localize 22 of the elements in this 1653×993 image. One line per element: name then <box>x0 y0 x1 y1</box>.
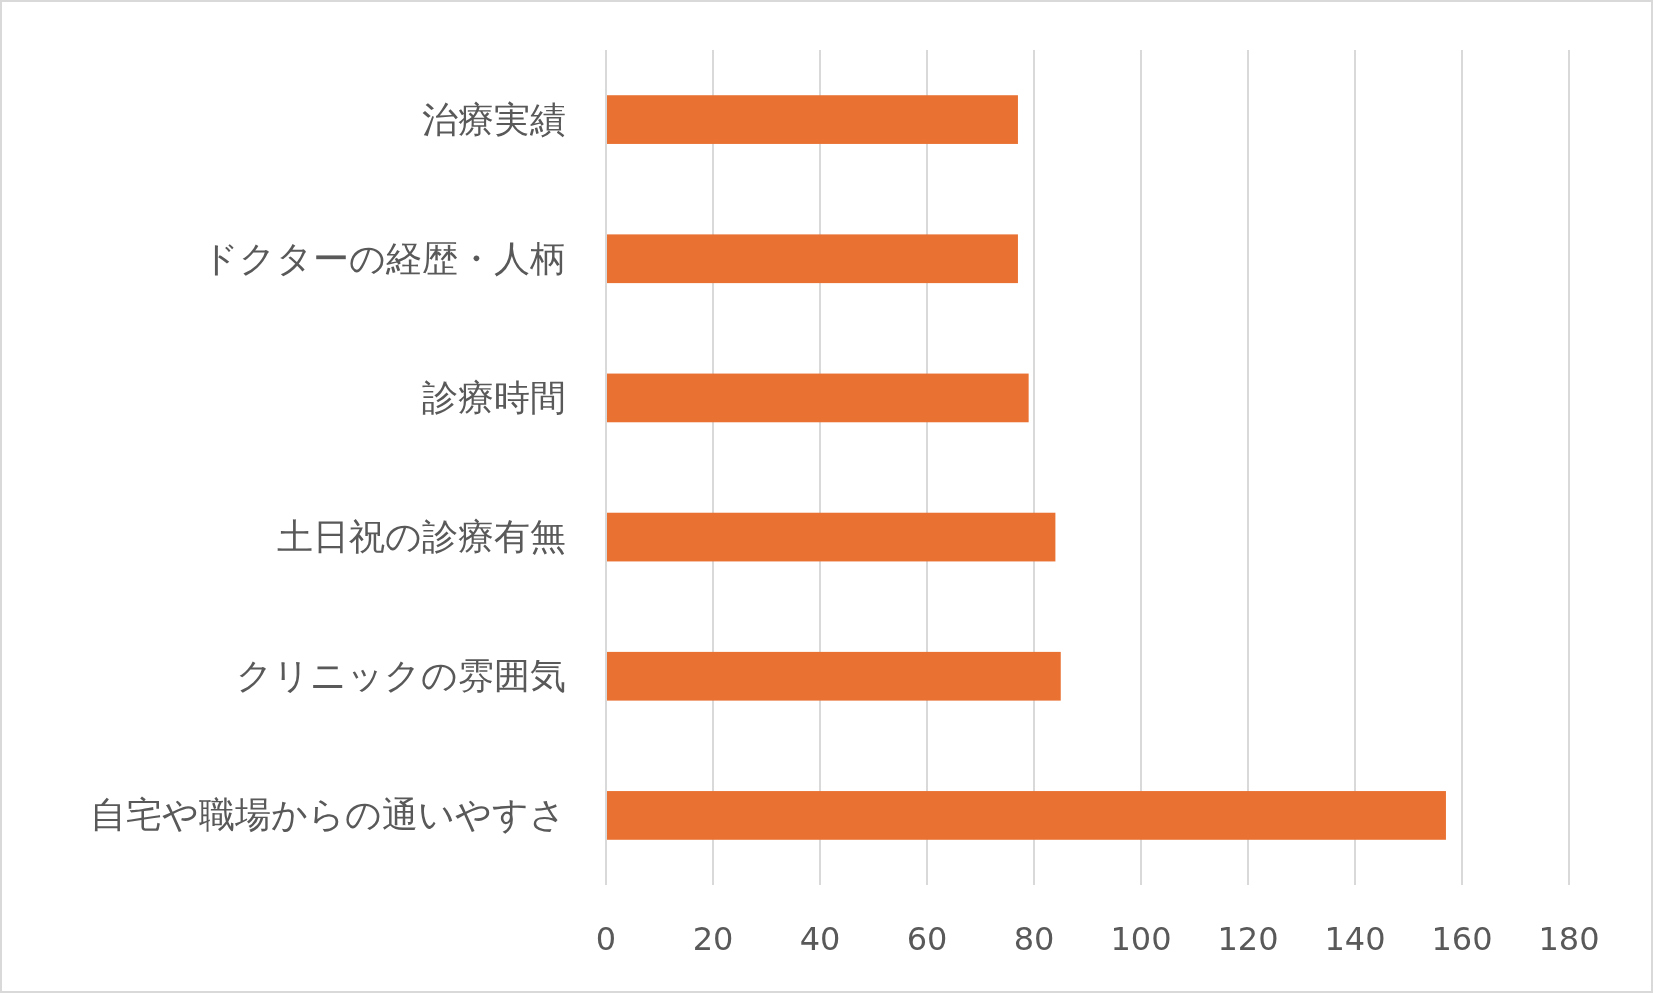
x-tick-label: 180 <box>1538 920 1600 958</box>
x-tick-label: 40 <box>799 920 841 958</box>
bar <box>606 791 1446 840</box>
bar <box>606 234 1018 284</box>
y-tick-label: ドクターの経歴・人柄 <box>202 237 566 279</box>
x-tick-label: 20 <box>692 920 734 958</box>
y-tick-label: 診療時間 <box>422 376 566 418</box>
x-tick-label: 100 <box>1110 920 1172 958</box>
y-tick-label: 自宅や職場からの通いやすさ <box>90 794 566 836</box>
x-tick-label: 160 <box>1431 920 1493 958</box>
bar <box>606 95 1018 144</box>
y-tick-label: クリニックの雰囲気 <box>236 655 566 697</box>
x-tick-label: 60 <box>906 920 948 958</box>
bar <box>606 373 1029 423</box>
x-tick-label: 140 <box>1324 920 1386 958</box>
bar <box>606 512 1056 562</box>
y-tick-label: 治療実績 <box>422 98 566 140</box>
y-tick-label: 土日祝の診療有無 <box>277 516 566 558</box>
bar <box>606 651 1061 701</box>
x-tick-label: 80 <box>1013 920 1055 958</box>
x-tick-label: 120 <box>1217 920 1279 958</box>
x-tick-label: 0 <box>595 920 617 958</box>
